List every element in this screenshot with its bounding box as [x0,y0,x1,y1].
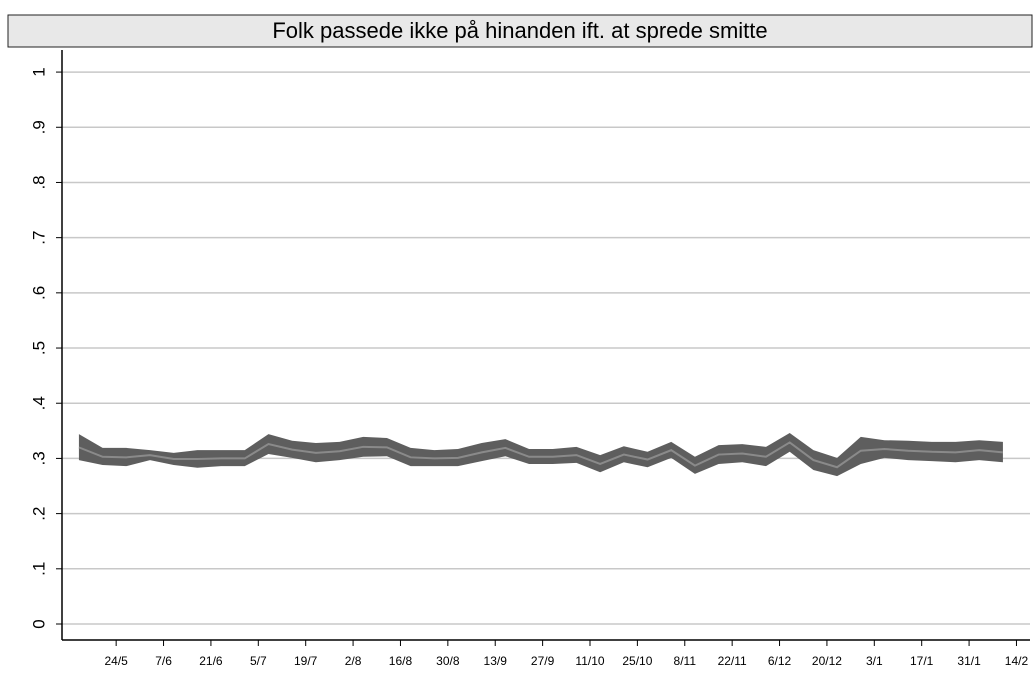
x-tick-label: 8/11 [674,654,697,668]
y-tick-label: .3 [29,451,48,465]
y-tick-label: 0 [29,619,48,628]
y-tick-label: .1 [29,562,48,576]
x-tick-label: 14/2 [1005,654,1029,668]
chart-title: Folk passede ikke på hinanden ift. at sp… [272,18,767,43]
y-tick-label: .6 [29,286,48,300]
x-tick-label: 20/12 [812,654,842,668]
x-tick-label: 24/5 [104,654,128,668]
confidence-band [78,433,1003,477]
y-tick-label: .5 [29,341,48,355]
x-tick-label: 7/6 [155,654,172,668]
y-tick-label: .2 [29,507,48,521]
x-tick-label: 31/1 [957,654,981,668]
x-tick-label: 16/8 [389,654,413,668]
x-tick-label: 6/12 [768,654,792,668]
x-tick-label: 17/1 [910,654,934,668]
x-tick-label: 25/10 [622,654,652,668]
x-tick-label: 2/8 [345,654,362,668]
x-tick-label: 30/8 [436,654,460,668]
y-tick-label: .8 [29,175,48,189]
x-tick-label: 22/11 [718,654,747,668]
x-tick-label: 19/7 [294,654,318,668]
x-tick-label: 5/7 [250,654,267,668]
y-tick-label: .7 [29,231,48,245]
x-tick-label: 27/9 [531,654,555,668]
y-tick-label: .4 [29,396,48,410]
y-tick-label: 1 [29,67,48,76]
x-tick-label: 11/10 [575,654,604,668]
x-tick-label: 21/6 [199,654,223,668]
x-tick-label: 13/9 [484,654,508,668]
x-tick-label: 3/1 [866,654,883,668]
mean-line [78,441,1004,469]
title-box [7,14,1033,48]
y-tick-label: .9 [29,120,48,134]
